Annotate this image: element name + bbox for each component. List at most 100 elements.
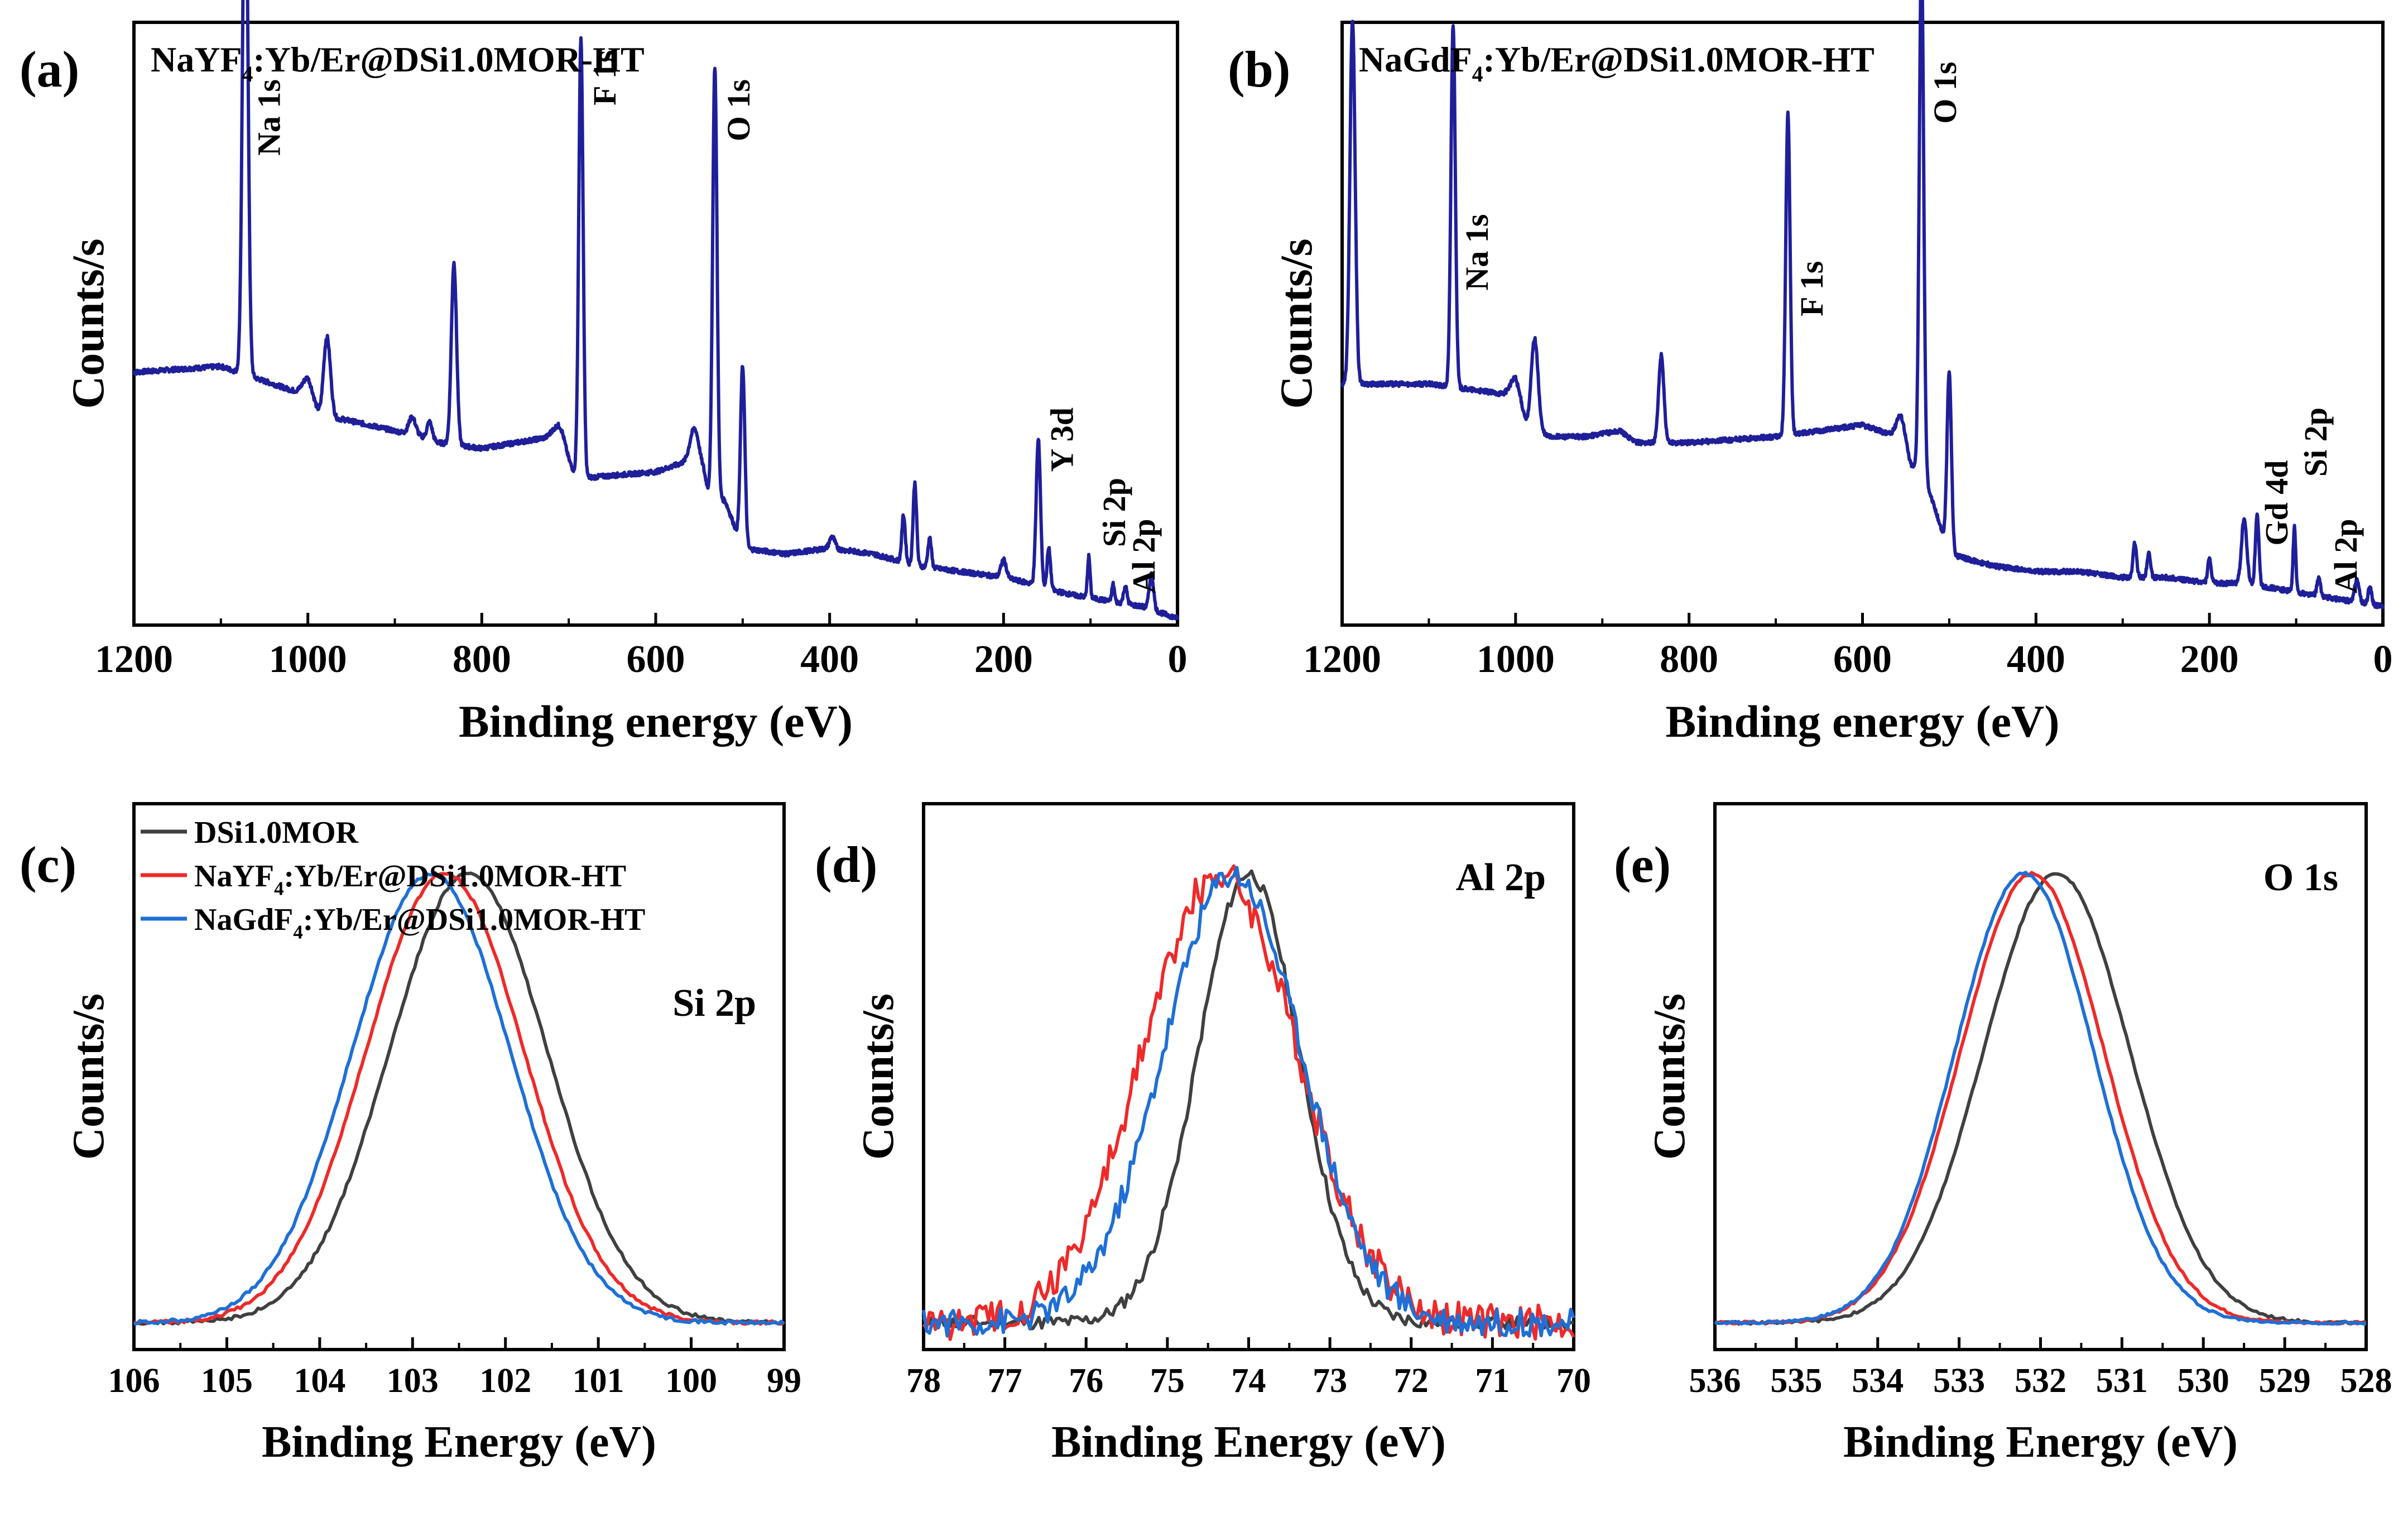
series-line-1 (133, 871, 785, 1326)
x-axis-ticks: 1200 1000 800 600 400 200 0 (1303, 613, 2393, 681)
x-tick-label: 77 (988, 1362, 1022, 1400)
x-tick-label: 71 (1475, 1362, 1510, 1400)
x-tick-label: 75 (1150, 1362, 1185, 1400)
x-tick-label: 800 (1660, 638, 1718, 681)
x-tick-label: 0 (2373, 638, 2393, 681)
plot-frame (132, 21, 1179, 627)
x-axis-ticks: 1200 1000 800 600 400 200 0 (95, 613, 1188, 681)
x-tick-label: 528 (2340, 1362, 2392, 1400)
y-axis-label: Counts/s (1645, 993, 1694, 1160)
x-tick-label: 70 (1556, 1362, 1591, 1400)
x-tick-label: 400 (2007, 638, 2065, 681)
x-tick-label: 200 (974, 638, 1033, 681)
x-tick-label: 800 (453, 638, 511, 681)
x-tick-label: 1200 (95, 638, 173, 681)
x-axis-ticks: 106 105 104 103 102 101 100 99 (108, 1337, 801, 1400)
x-tick-label: 200 (2180, 638, 2239, 681)
x-tick-label: 99 (767, 1362, 801, 1400)
series-line-1 (922, 869, 1574, 1331)
panel-title: O 1s (2263, 856, 2338, 899)
panel-title-subscript: 4 (242, 62, 253, 87)
x-tick-label: 400 (800, 638, 859, 681)
legend: DSi1.0MORNaYF4:Yb/Er@DSi1.0MOR-HTNaGdF4:… (141, 815, 645, 943)
panel-label: (c) (20, 836, 76, 893)
panel-c: (c) 106 105 104 103 102 101 100 99 Binding Energy… (20, 802, 801, 1467)
survey-spectrum-line (1340, 0, 2385, 609)
panel-d: (d) 78 77 76 75 74 73 72 71 70 Binding Energy (eV)… (815, 802, 1591, 1467)
panel-title: Al 2p (1456, 856, 1546, 899)
series-line-2 (133, 871, 785, 1326)
peak-annotation: Y 3d (1044, 407, 1080, 472)
legend-label-2: NaYF4:Yb/Er@DSi1.0MOR-HT (194, 859, 626, 900)
x-tick-label: 72 (1394, 1362, 1429, 1400)
x-tick-label: 533 (1933, 1362, 1985, 1400)
legend-label-3-subscript: 4 (293, 921, 302, 943)
panel-title-part: :Yb/Er@DSi1.0MOR-HT (253, 40, 644, 79)
x-tick-label: 535 (1770, 1362, 1822, 1400)
x-tick-label: 532 (2015, 1362, 2066, 1400)
series-line-3 (133, 871, 785, 1326)
y-axis-label: Counts/s (1271, 238, 1321, 409)
panel-title: NaGdF4:Yb/Er@DSi1.0MOR-HT (1359, 40, 1875, 87)
x-tick-label: 0 (1168, 638, 1188, 681)
x-tick-label: 536 (1689, 1362, 1741, 1400)
x-tick-label: 600 (1833, 638, 1892, 681)
panel-title-subscript: 4 (1472, 62, 1483, 87)
x-axis-ticks: 78 77 76 75 74 73 72 71 70 (906, 1337, 1591, 1400)
panel-label: (b) (1228, 41, 1290, 98)
legend-label-1-part: DSi1.0MOR (194, 815, 359, 850)
peak-annotation: O 1s (720, 79, 757, 141)
x-axis-label: Binding energy (eV) (1665, 696, 2059, 747)
x-axis-label: Binding Energy (eV) (262, 1418, 656, 1467)
panel-label: (e) (1614, 836, 1671, 893)
x-tick-label: 1000 (1477, 638, 1555, 681)
panel-b: (b) 1200 1000 800 600 400 200 0 Binding energy (… (1228, 0, 2393, 747)
panel-a: (a) 1200 1000 800 600 400 200 0 Binding energy (… (20, 0, 1188, 747)
plot-frame (1340, 21, 2385, 627)
legend-label-3-part: NaGdF (194, 902, 293, 937)
legend-label-3-part: :Yb/Er@DSi1.0MOR-HT (303, 902, 646, 937)
x-tick-label: 101 (573, 1362, 624, 1400)
x-axis-ticks: 536 535 534 533 532 531 530 529 528 (1689, 1337, 2392, 1400)
series-line-2 (1714, 871, 2367, 1326)
peak-annotation: F 1s (1794, 261, 1830, 316)
y-axis-label: Counts/s (63, 238, 113, 409)
survey-spectrum-line (132, 0, 1179, 621)
peak-annotation: O 1s (1927, 62, 1963, 124)
x-tick-label: 105 (201, 1362, 253, 1400)
panel-title-part: NaYF (151, 40, 242, 79)
legend-label-3: NaGdF4:Yb/Er@DSi1.0MOR-HT (194, 902, 645, 943)
x-tick-label: 76 (1069, 1362, 1103, 1400)
x-tick-label: 600 (627, 638, 685, 681)
x-tick-label: 78 (906, 1362, 941, 1400)
x-tick-label: 1000 (269, 638, 347, 681)
x-tick-label: 102 (479, 1362, 531, 1400)
x-tick-label: 530 (2178, 1362, 2229, 1400)
series-line-3 (1714, 871, 2367, 1326)
x-tick-label: 73 (1313, 1362, 1347, 1400)
x-axis-label: Binding energy (eV) (459, 696, 853, 747)
legend-label-1: DSi1.0MOR (194, 815, 359, 850)
peak-annotation: Si 2p (1096, 478, 1132, 547)
legend-label-2-part: NaYF (194, 859, 274, 894)
x-axis-label: Binding Energy (eV) (1051, 1418, 1446, 1467)
x-tick-label: 534 (1852, 1362, 1904, 1400)
x-axis-label: Binding Energy (eV) (1843, 1418, 2238, 1467)
x-tick-label: 531 (2096, 1362, 2148, 1400)
panel-label: (d) (815, 836, 877, 893)
peak-annotation: Na 1s (1459, 214, 1495, 291)
legend-label-2-subscript: 4 (274, 878, 283, 900)
y-axis-label: Counts/s (854, 993, 903, 1160)
x-tick-label: 1200 (1303, 638, 1381, 681)
series-line-2 (922, 864, 1575, 1341)
series-line-3 (922, 866, 1575, 1338)
legend-label-2-part: :Yb/Er@DSi1.0MOR-HT (283, 859, 626, 894)
x-tick-label: 74 (1232, 1362, 1266, 1400)
peak-annotation: Al 2p (1126, 519, 1162, 594)
x-tick-label: 529 (2259, 1362, 2311, 1400)
peak-annotation: Na 1s (251, 79, 287, 156)
x-tick-label: 100 (665, 1362, 717, 1400)
x-tick-label: 106 (108, 1362, 160, 1400)
panel-label: (a) (20, 41, 79, 98)
panel-title-part: NaGdF (1359, 40, 1472, 79)
